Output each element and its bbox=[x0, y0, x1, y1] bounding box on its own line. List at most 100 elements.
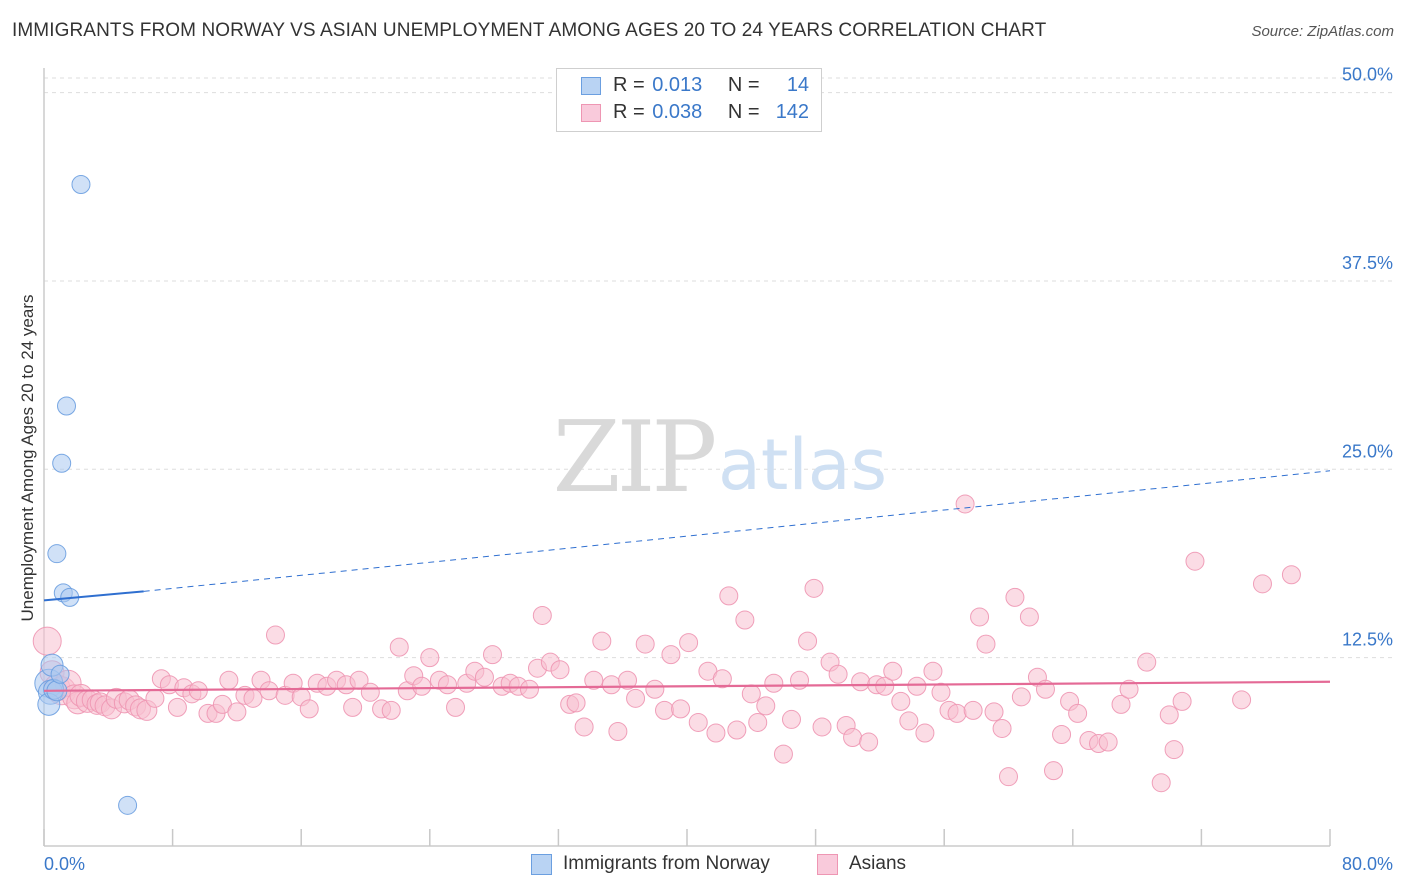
watermark: ZIP atlas bbox=[553, 401, 888, 515]
asians-point bbox=[574, 717, 594, 737]
asians-point bbox=[1052, 724, 1072, 744]
asians-point bbox=[756, 696, 776, 716]
asians-point bbox=[970, 607, 990, 627]
asians-point bbox=[1111, 694, 1131, 714]
asians-point bbox=[474, 667, 494, 687]
asians-point bbox=[343, 697, 363, 717]
asians-point bbox=[243, 688, 263, 708]
norway-point bbox=[47, 544, 67, 564]
asians-point bbox=[671, 699, 691, 719]
asians-point bbox=[420, 648, 440, 668]
asians-point bbox=[741, 684, 761, 704]
asians-point bbox=[923, 661, 943, 681]
asians-point bbox=[828, 664, 848, 684]
asians-point bbox=[584, 670, 604, 690]
asians-point bbox=[1044, 761, 1064, 781]
asians-point bbox=[976, 634, 996, 654]
asians-point bbox=[1068, 703, 1088, 723]
asians-point bbox=[601, 675, 621, 695]
asians-point bbox=[592, 631, 612, 651]
asians-point bbox=[992, 718, 1012, 738]
norway-trend-solid bbox=[43, 590, 144, 602]
asians-point bbox=[482, 645, 502, 665]
asians-point bbox=[1011, 687, 1031, 707]
asians-point bbox=[381, 700, 401, 720]
legend-label-norway: R = 0.013 N = 14 bbox=[613, 74, 810, 96]
legend-swatch-norway bbox=[581, 77, 601, 95]
watermark-atlas: atlas bbox=[718, 424, 887, 506]
tick-labels: 12.5% 25.0% 37.5% 50.0% 0.0% 80.0% bbox=[44, 65, 1393, 874]
asians-point bbox=[883, 661, 903, 681]
bottom-legend-label-norway: Immigrants from Norway bbox=[563, 853, 770, 874]
asians-point bbox=[947, 703, 967, 723]
asians-point bbox=[1151, 773, 1171, 793]
asians-point bbox=[875, 676, 895, 696]
asians-point bbox=[661, 645, 681, 665]
norway-trend-dashed bbox=[143, 470, 1331, 592]
asians-point bbox=[1137, 652, 1157, 672]
x-tick-label-max: 80.0% bbox=[1342, 854, 1393, 874]
norway-point bbox=[71, 175, 91, 195]
asians-point bbox=[804, 578, 824, 598]
asians-point bbox=[654, 700, 674, 720]
chart-title: IMMIGRANTS FROM NORWAY VS ASIAN UNEMPLOY… bbox=[12, 20, 1047, 41]
asians-point bbox=[999, 767, 1018, 787]
legend-label-asians: R = 0.038 N = 142 bbox=[613, 101, 810, 123]
axes bbox=[43, 68, 1331, 847]
asians-point bbox=[706, 723, 726, 743]
gridlines bbox=[44, 77, 1392, 659]
asians-point bbox=[773, 744, 793, 764]
asians-point bbox=[645, 679, 665, 699]
asians-point bbox=[1159, 705, 1179, 725]
asians-point bbox=[1172, 691, 1192, 711]
asians-point bbox=[227, 702, 247, 722]
asians-point bbox=[955, 494, 975, 514]
asians-point bbox=[145, 688, 165, 708]
bottom-legend-swatch-asians bbox=[817, 854, 838, 875]
asians-point bbox=[798, 631, 818, 651]
asians-point bbox=[566, 693, 586, 713]
asians-point bbox=[899, 711, 919, 731]
asians-point bbox=[360, 682, 380, 702]
asians-point bbox=[167, 697, 187, 717]
norway-point bbox=[50, 664, 70, 684]
asians-point bbox=[608, 721, 628, 741]
asians-point bbox=[719, 586, 739, 606]
asians-point bbox=[1019, 607, 1039, 627]
norway-point bbox=[57, 396, 77, 416]
asians-point bbox=[532, 605, 552, 625]
asians-point bbox=[446, 697, 466, 717]
asians-point bbox=[712, 669, 732, 689]
y-tick-label: 12.5% bbox=[1342, 630, 1393, 650]
asians-point bbox=[259, 681, 279, 701]
y-tick-label: 25.0% bbox=[1342, 441, 1393, 461]
asians-points bbox=[32, 494, 1301, 793]
asians-point bbox=[688, 712, 708, 732]
asians-point bbox=[265, 625, 285, 645]
asians-point bbox=[299, 699, 319, 719]
legend-swatch-asians bbox=[581, 104, 601, 122]
asians-point bbox=[32, 626, 62, 656]
y-tick-label: 37.5% bbox=[1342, 253, 1393, 273]
asians-point bbox=[219, 670, 239, 690]
asians-point bbox=[1005, 587, 1025, 607]
asians-point bbox=[735, 610, 755, 630]
watermark-zip: ZIP bbox=[553, 401, 715, 515]
asians-point bbox=[550, 660, 570, 680]
asians-point bbox=[764, 673, 784, 693]
asians-point bbox=[781, 709, 801, 729]
asians-point bbox=[437, 675, 457, 695]
asians-point bbox=[963, 700, 983, 720]
x-tick-label-min: 0.0% bbox=[44, 854, 85, 874]
norway-point bbox=[118, 795, 138, 815]
asians-point bbox=[389, 637, 409, 657]
asians-trend-line bbox=[43, 680, 1331, 692]
asians-point bbox=[748, 712, 768, 732]
asians-point bbox=[907, 676, 927, 696]
asians-point bbox=[1098, 732, 1118, 752]
stats-legend: R = 0.013 N = 14 R = 0.038 N = 142 bbox=[556, 68, 822, 132]
asians-point bbox=[851, 672, 871, 692]
asians-point bbox=[859, 732, 879, 752]
asians-point bbox=[1185, 551, 1205, 571]
